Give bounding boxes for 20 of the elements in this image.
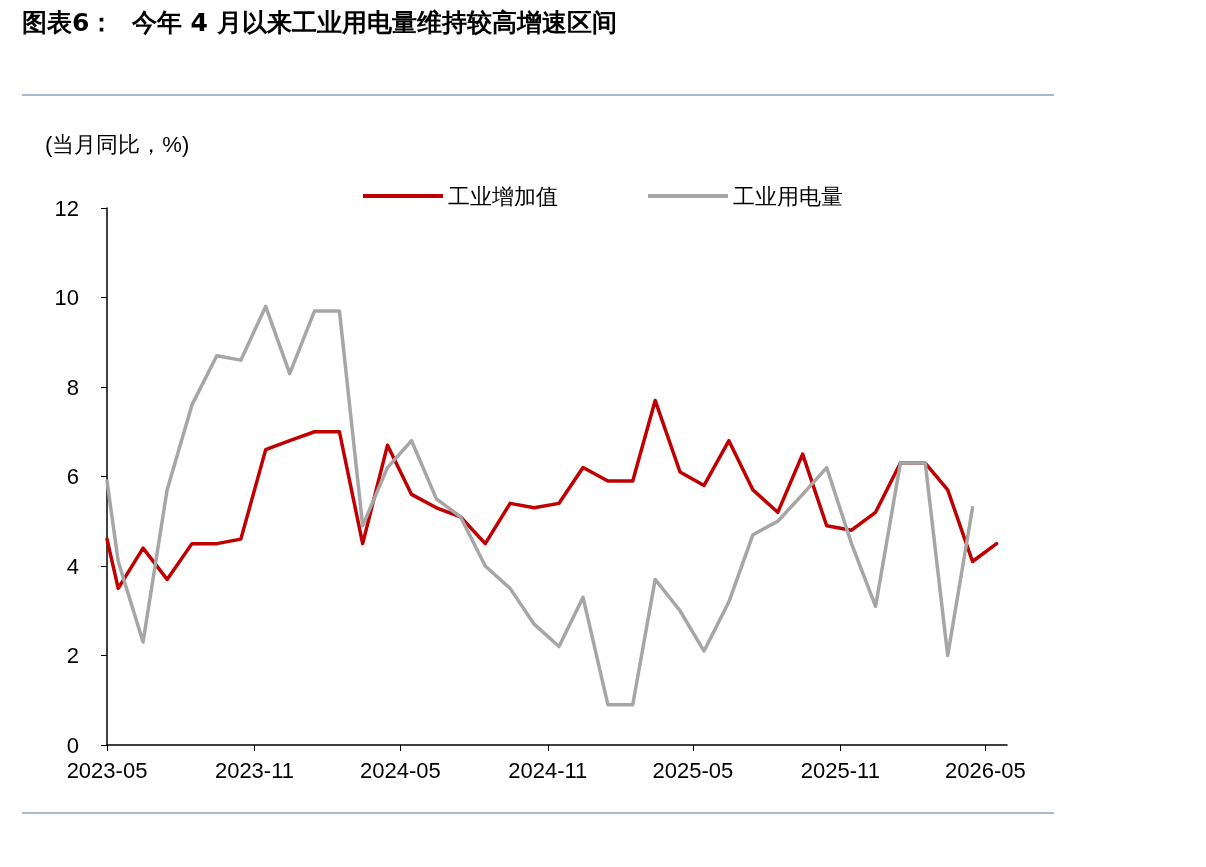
y-tick-label: 2 [66,643,79,668]
y-tick-label: 6 [66,464,79,489]
legend-label: 工业用电量 [733,183,843,209]
y-tick-label: 4 [66,553,79,579]
y-axis-title: (当月同比，%) [45,131,190,159]
legend-label: 工业增加值 [448,183,558,209]
x-tick-label: 2023-05 [66,757,148,783]
line-series [105,398,999,591]
x-tick-label: 2024-11 [508,757,588,783]
y-tick-label: 0 [66,732,79,758]
x-tick-label: 2024-05 [359,757,441,783]
x-tick-label: 2025-11 [800,757,880,783]
x-tick-label: 2026-05 [944,757,1026,783]
y-tick-label: 10 [54,285,79,310]
x-tick-label: 2023-11 [214,757,295,783]
chart-title: 图表6： 今年 4 月以来工业用电量维持较高增速区间 [22,7,617,39]
line-series [105,304,975,707]
y-tick-label: 12 [54,195,79,221]
y-tick-label: 8 [66,374,79,400]
x-tick-label: 2025-05 [652,757,734,783]
